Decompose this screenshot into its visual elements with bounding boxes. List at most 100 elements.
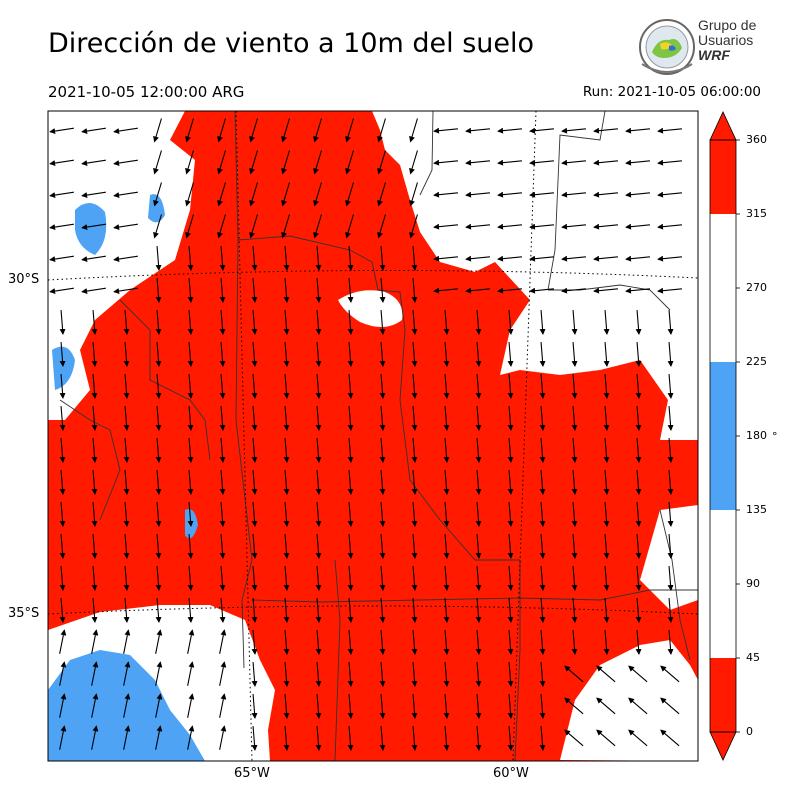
wind-vectors <box>49 118 682 751</box>
wind-arrow <box>251 309 258 335</box>
wind-arrow <box>433 223 458 230</box>
wind-arrow <box>347 565 354 591</box>
wind-arrow <box>475 309 482 335</box>
wind-arrow <box>315 245 322 271</box>
wind-arrow <box>667 341 674 367</box>
colorbar-bottom-extension <box>709 731 737 761</box>
wind-arrow <box>185 118 194 143</box>
wind-arrow <box>59 661 67 686</box>
wind-arrow <box>313 118 322 143</box>
wind-arrow <box>123 565 130 591</box>
wind-arrow <box>187 661 195 686</box>
wind-arrow <box>283 533 290 559</box>
wind-arrow <box>283 373 290 399</box>
wind-arrow <box>411 597 418 623</box>
wind-arrow <box>345 150 354 175</box>
wind-arrow <box>539 597 546 623</box>
logo-line-3: WRF <box>698 47 730 63</box>
wind-arrow <box>49 127 74 135</box>
wind-arrow <box>187 277 194 303</box>
wind-arrow <box>443 405 450 431</box>
wind-arrow <box>91 405 98 431</box>
wind-arrow <box>596 665 616 683</box>
wind-arrow <box>251 565 258 591</box>
wind-arrow <box>603 437 610 463</box>
wind-arrow <box>59 309 66 335</box>
wind-arrow <box>155 341 162 367</box>
wind-arrow <box>377 118 386 143</box>
wind-arrow <box>465 255 490 262</box>
colorbar-tick-label: 225 <box>746 355 767 368</box>
wind-arrow <box>657 159 682 166</box>
wind-arrow <box>251 597 258 623</box>
wind-arrow <box>561 223 586 230</box>
wind-arrow <box>91 725 99 750</box>
wind-arrow <box>345 182 354 207</box>
wind-arrow <box>379 661 386 687</box>
wind-arrow <box>411 565 418 591</box>
wind-arrow <box>571 597 578 623</box>
wind-arrow <box>59 501 66 527</box>
wind-arrow <box>345 214 354 239</box>
run-time: Run: 2021-10-05 06:00:00 <box>582 84 761 100</box>
wind-arrow <box>635 597 642 623</box>
wind-arrow <box>219 501 226 527</box>
wind-arrow <box>315 661 322 687</box>
wind-arrow <box>465 223 490 230</box>
wind-arrow <box>561 159 586 166</box>
wind-arrow <box>667 469 674 495</box>
wind-arrow <box>249 182 258 207</box>
wind-arrow <box>539 405 546 431</box>
wind-arrow <box>217 118 226 143</box>
wind-arrow <box>49 159 74 167</box>
wind-arrow <box>625 223 650 230</box>
wind-arrow <box>315 693 322 719</box>
wind-arrow <box>667 597 674 623</box>
wind-arrow <box>219 725 227 750</box>
wind-arrow <box>497 287 522 294</box>
wind-arrow <box>219 661 227 686</box>
wind-arrow <box>409 214 418 239</box>
wind-arrow <box>187 405 194 431</box>
wind-arrow <box>283 341 290 367</box>
wind-arrow <box>219 533 226 559</box>
wind-arrow <box>507 469 514 495</box>
wind-arrow <box>667 565 674 591</box>
wind-arrow <box>187 469 194 495</box>
wind-arrow <box>571 629 578 655</box>
wind-arrow <box>347 661 354 687</box>
wind-arrow <box>249 150 258 175</box>
wind-arrow <box>187 629 195 654</box>
wind-arrow <box>507 725 514 751</box>
wind-arrow <box>249 118 258 143</box>
wind-arrow <box>657 191 682 198</box>
colorbar-tick-label: 45 <box>746 651 760 664</box>
wind-arrow <box>657 127 682 134</box>
wind-arrow <box>411 437 418 463</box>
wind-arrow <box>561 191 586 198</box>
border-line <box>234 111 253 669</box>
wind-arrow <box>475 405 482 431</box>
wind-arrow <box>628 729 648 747</box>
wind-arrow <box>59 533 66 559</box>
wind-arrow <box>315 629 322 655</box>
wind-arrow <box>379 501 386 527</box>
wind-arrow <box>347 373 354 399</box>
wind-arrow <box>283 501 290 527</box>
wind-arrow <box>635 437 642 463</box>
wind-arrow <box>187 437 194 463</box>
wind-arrow <box>603 405 610 431</box>
wind-arrow <box>123 597 130 623</box>
wind-arrow <box>507 501 514 527</box>
wind-arrow <box>155 693 163 718</box>
colorbar-top-extension <box>709 111 737 141</box>
colorbar-segment <box>710 214 736 362</box>
wind-arrow <box>529 255 554 262</box>
wind-arrow <box>91 565 98 591</box>
wind-arrow <box>379 405 386 431</box>
wind-arrow <box>187 501 194 527</box>
wind-arrow <box>377 182 386 207</box>
wind-arrow <box>667 405 674 431</box>
wind-arrow <box>379 725 386 751</box>
wind-arrow <box>219 341 226 367</box>
